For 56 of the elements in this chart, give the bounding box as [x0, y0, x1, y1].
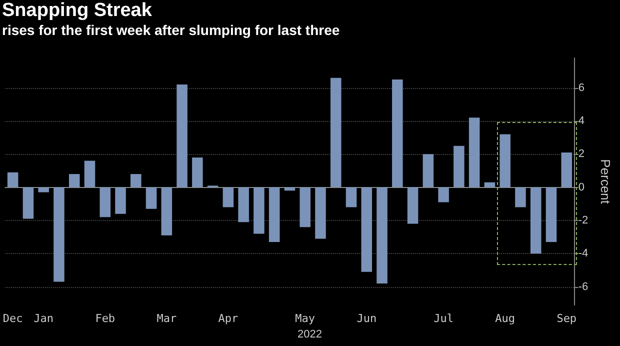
bar: [100, 187, 111, 218]
chart-subtitle: rises for the first week after slumping for last three: [2, 22, 340, 38]
x-tick-label: Feb: [95, 312, 116, 325]
bar: [176, 84, 188, 188]
bar: [115, 187, 126, 214]
bar: [561, 152, 572, 188]
bar: [7, 172, 18, 188]
bar: [315, 187, 326, 239]
x-tick-label: Sep: [556, 312, 577, 325]
y-tick-label: -2: [578, 214, 588, 226]
x-tick-label: Jun: [356, 312, 377, 325]
bar: [392, 80, 403, 188]
x-tick-label: Jan: [34, 312, 54, 325]
bar: [454, 146, 464, 188]
bar: [192, 157, 203, 188]
y-axis-title: Percent: [598, 159, 613, 204]
bar: [500, 134, 510, 188]
bar: [422, 154, 434, 188]
bar: [330, 78, 342, 188]
x-tick-label: Dec: [2, 312, 23, 325]
bar: [346, 187, 357, 208]
y-tick-label: 2: [578, 148, 584, 160]
bar: [268, 187, 280, 242]
bar: [68, 174, 80, 188]
bar: [515, 187, 526, 208]
bar: [254, 187, 264, 234]
bar: [84, 160, 96, 188]
chart-title: Snapping Streak: [2, 0, 152, 22]
bar: [238, 187, 249, 222]
bar: [222, 187, 234, 208]
y-tick-label: -4: [578, 248, 588, 260]
bar: [38, 187, 49, 192]
bar: [376, 187, 388, 284]
x-axis-title: 2022: [297, 328, 322, 340]
x-tick-label: Mar: [156, 312, 177, 325]
y-tick-label: 6: [578, 82, 584, 94]
x-tick-label: Jul: [434, 312, 454, 325]
bar: [530, 187, 542, 254]
bar: [130, 174, 142, 188]
bar: [22, 187, 34, 219]
x-tick-label: Aug: [495, 312, 516, 325]
bar: [484, 182, 496, 188]
bar: [546, 187, 557, 242]
y-tick-label: 0: [578, 181, 584, 194]
y-tick-label: 4: [578, 114, 584, 127]
bar: [54, 187, 64, 282]
bar: [300, 187, 310, 228]
x-tick-label: Apr: [218, 312, 238, 325]
bar: [438, 187, 449, 202]
bar: [361, 187, 372, 272]
y-tick-label: -6: [578, 280, 588, 293]
bar: [468, 118, 480, 188]
bar: [407, 187, 418, 224]
bar: [146, 187, 157, 209]
x-tick-label: May: [295, 312, 316, 325]
bar: [161, 187, 172, 236]
